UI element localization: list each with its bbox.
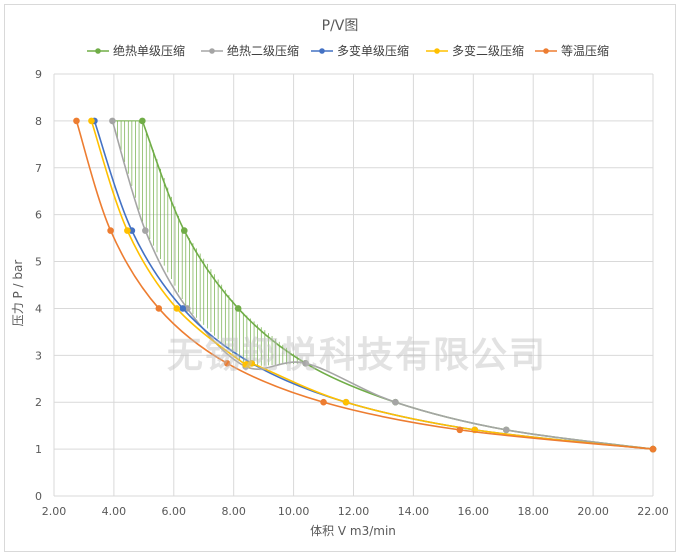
x-tick-label: 6.00 xyxy=(162,505,187,518)
data-point xyxy=(107,227,114,234)
y-tick-label: 6 xyxy=(35,209,42,222)
data-point xyxy=(139,117,146,125)
data-point xyxy=(223,360,231,367)
data-point xyxy=(155,305,163,312)
data-point xyxy=(180,227,188,234)
data-point xyxy=(320,398,327,406)
watermark: 无锡翔悦科技有限公司 xyxy=(167,335,547,376)
data-point xyxy=(73,117,80,125)
y-tick-label: 3 xyxy=(35,349,42,362)
x-tick-label: 8.00 xyxy=(221,505,246,518)
y-tick-label: 7 xyxy=(35,162,42,175)
grid xyxy=(53,73,654,497)
y-tick-label: 2 xyxy=(35,396,42,409)
data-point xyxy=(179,305,187,312)
data-point xyxy=(142,227,149,234)
legend-label: 多变二级压缩 xyxy=(452,43,524,58)
legend-marker xyxy=(543,48,549,54)
x-axis-label: 体积 V m3/min xyxy=(310,524,396,538)
data-point xyxy=(302,360,309,367)
data-point xyxy=(248,360,255,367)
x-tick-label: 4.00 xyxy=(102,505,127,518)
series-group xyxy=(73,117,657,453)
data-point xyxy=(88,117,95,125)
data-point xyxy=(173,305,181,312)
legend-label: 绝热二级压缩 xyxy=(227,43,299,58)
legend-marker xyxy=(95,48,101,54)
chart-title: P/V图 xyxy=(322,18,359,34)
data-point xyxy=(109,117,116,125)
y-tick-label: 4 xyxy=(35,302,42,315)
data-point xyxy=(392,398,399,406)
x-tick-label: 2.00 xyxy=(42,505,67,518)
legend-label: 绝热单级压缩 xyxy=(113,43,185,58)
x-tick-label: 14.00 xyxy=(398,505,430,518)
legend-marker xyxy=(209,48,215,54)
work-area-hatch xyxy=(112,120,305,367)
y-tick-label: 1 xyxy=(35,443,42,456)
x-tick-label: 12.00 xyxy=(338,505,370,518)
data-point xyxy=(342,398,350,406)
legend-label: 等温压缩 xyxy=(561,43,609,58)
legend-label: 多变单级压缩 xyxy=(337,43,409,58)
y-tick-label: 0 xyxy=(35,490,42,503)
x-tick-label: 16.00 xyxy=(458,505,490,518)
data-point xyxy=(502,426,510,434)
data-point xyxy=(456,426,464,434)
axes: 0 1 2 3 4 5 6 7 8 9 2.00 4.00 6.00 8.00 10.00 12.00 14.0… xyxy=(35,68,669,518)
legend: 绝热单级压缩 绝热二级压缩 多变单级压缩 多变二级压缩 等温压缩 xyxy=(87,43,609,58)
x-tick-label: 22.00 xyxy=(637,505,669,518)
y-axis-label: 压力 P / bar xyxy=(11,260,25,327)
x-tick-label: 20.00 xyxy=(577,505,609,518)
y-tick-label: 8 xyxy=(35,115,42,128)
data-point xyxy=(649,445,657,453)
data-point xyxy=(234,305,242,312)
y-tick-label: 5 xyxy=(35,256,42,269)
y-tick-label: 9 xyxy=(35,68,42,81)
data-point xyxy=(124,227,131,234)
data-point xyxy=(242,361,249,369)
pv-chart: P/V图 绝热单级压缩 绝热二级压缩 多变单级压缩 多变二级压缩 等温压缩 0 1 2 3 4 5… xyxy=(11,18,669,538)
legend-marker xyxy=(434,48,440,54)
legend-marker xyxy=(319,48,325,54)
x-tick-label: 10.00 xyxy=(278,505,310,518)
x-tick-label: 18.00 xyxy=(517,505,549,518)
chart-frame: P/V图 绝热单级压缩 绝热二级压缩 多变单级压缩 多变二级压缩 等温压缩 0 1 2 3 4 5… xyxy=(4,4,676,552)
